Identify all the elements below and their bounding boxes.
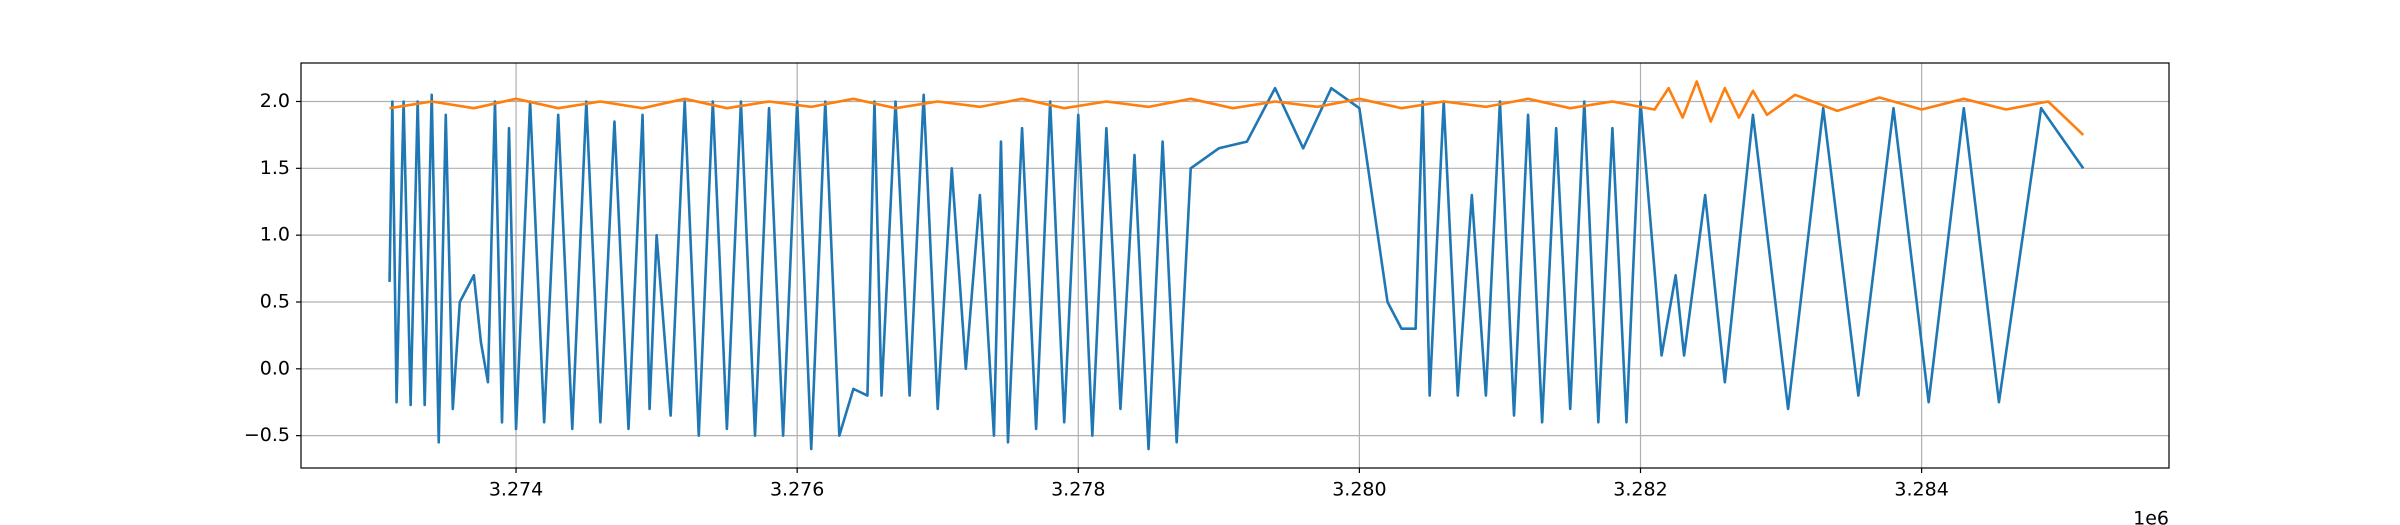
y-tick-label: 0.5 (260, 290, 290, 312)
y-tick-label: 1.0 (260, 224, 290, 246)
x-tick-label: 3.282 (1613, 479, 1667, 501)
x-tick-label: 3.284 (1894, 479, 1948, 501)
x-tick-label: 3.280 (1332, 479, 1386, 501)
y-tick-label: 2.0 (260, 90, 290, 112)
y-tick-label: 1.5 (260, 157, 290, 179)
y-tick-label: −0.5 (244, 424, 290, 446)
series-line (389, 80, 2085, 136)
y-tick-label: 0.0 (260, 357, 290, 379)
x-tick-label: 3.274 (489, 479, 543, 501)
series-line (388, 86, 2085, 451)
x-tick-label: 3.278 (1051, 479, 1105, 501)
x-tick-label: 3.276 (770, 479, 824, 501)
plot-frame (300, 62, 2170, 469)
offset-label: 1e6 (2133, 508, 2169, 525)
